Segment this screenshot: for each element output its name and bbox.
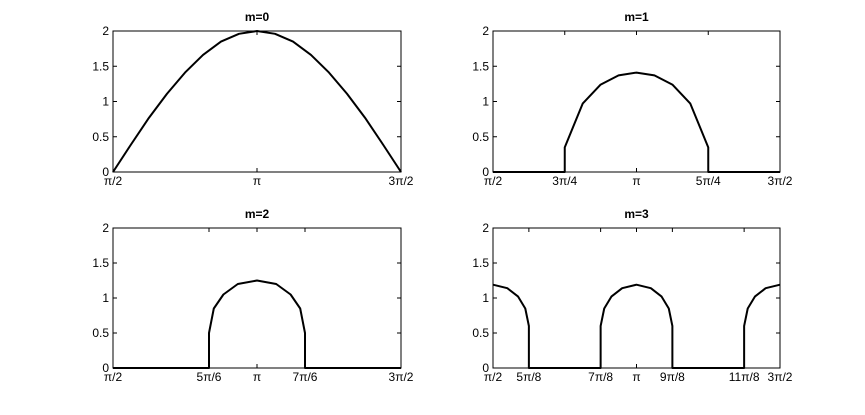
axes-box (112, 30, 402, 173)
axes-box (112, 227, 402, 369)
x-tick-label: 3π/2 (389, 174, 414, 188)
y-tick-label: 1 (102, 95, 109, 109)
x-tick-label: π/2 (104, 370, 123, 384)
x-tick-label: 11π/8 (729, 370, 760, 384)
x-tick-label: 5π/4 (696, 174, 721, 188)
y-tick-label: 0 (482, 361, 489, 375)
line-series (112, 30, 402, 173)
x-tick-label: 7π/8 (588, 370, 613, 384)
y-tick-label: 1.5 (92, 59, 109, 73)
x-tick-label: π (632, 370, 640, 384)
x-tick-label: 7π/6 (293, 370, 318, 384)
y-tick-label: 0 (102, 165, 109, 179)
y-tick-label: 0.5 (472, 326, 489, 340)
y-tick-label: 1 (482, 291, 489, 305)
x-tick-label: 5π/6 (197, 370, 222, 384)
x-tick-label: 3π/4 (552, 174, 577, 188)
chart-title: m=2 (245, 207, 270, 221)
axes-box (492, 227, 781, 369)
x-tick-label: π (253, 174, 261, 188)
line-series (492, 283, 781, 369)
y-tick-label: 0 (482, 165, 489, 179)
x-tick-label: 3π/2 (768, 370, 793, 384)
x-tick-label: 3π/2 (768, 174, 793, 188)
chart-title: m=3 (624, 207, 649, 221)
line-series (493, 71, 780, 173)
y-tick-label: 0 (102, 361, 109, 375)
y-tick-label: 1 (102, 291, 109, 305)
y-tick-label: 2 (482, 221, 489, 235)
axes-box (492, 30, 781, 173)
y-tick-label: 2 (102, 24, 109, 38)
chart-title: m=0 (245, 10, 270, 24)
y-tick-label: 1 (482, 95, 489, 109)
y-tick-label: 2 (482, 24, 489, 38)
y-tick-label: 2 (102, 221, 109, 235)
x-tick-label: π (253, 370, 261, 384)
x-tick-label: π/2 (104, 174, 123, 188)
x-tick-label: π (632, 174, 640, 188)
y-tick-label: 0.5 (92, 130, 109, 144)
x-tick-label: π/2 (484, 370, 503, 384)
y-tick-label: 1.5 (472, 59, 489, 73)
y-tick-label: 0.5 (472, 130, 489, 144)
y-tick-label: 0.5 (92, 326, 109, 340)
x-tick-label: π/2 (484, 174, 503, 188)
chart-title: m=1 (624, 10, 649, 24)
x-tick-label: 9π/8 (660, 370, 685, 384)
x-tick-label: 5π/8 (516, 370, 541, 384)
y-tick-label: 1.5 (92, 256, 109, 270)
line-series (113, 279, 401, 369)
x-tick-label: 3π/2 (389, 370, 414, 384)
y-tick-label: 1.5 (472, 256, 489, 270)
